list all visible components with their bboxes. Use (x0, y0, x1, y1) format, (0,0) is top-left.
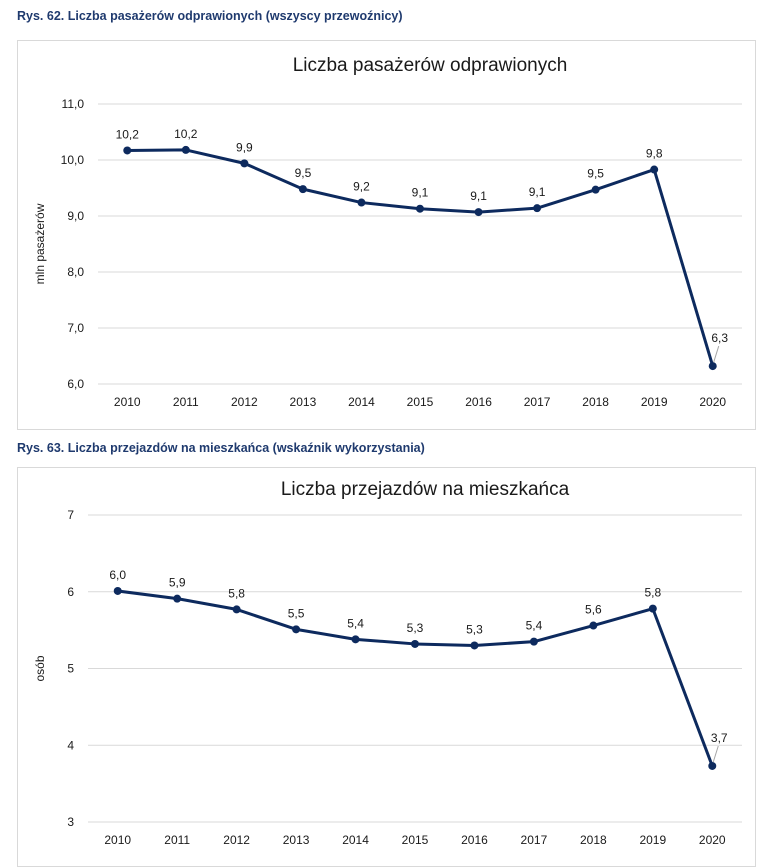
data-point (240, 159, 249, 168)
x-tick-label: 2010 (104, 833, 131, 847)
x-tick-label: 2017 (524, 395, 551, 409)
series-line (117, 589, 714, 767)
data-point (232, 605, 241, 614)
y-tick-label: 5 (67, 662, 74, 676)
x-tick-label: 2020 (699, 833, 726, 847)
y-tick-label: 9,0 (67, 209, 84, 223)
y-tick-label: 7 (67, 508, 74, 522)
chart-passengers: Liczba pasażerów odprawionych 6,0 7,0 8,0 9,… (17, 40, 756, 430)
x-tick-label: 2014 (342, 833, 369, 847)
data-label: 5,9 (169, 576, 186, 590)
y-tick-label: 4 (67, 738, 74, 752)
y-tick-label: 7,0 (67, 321, 84, 335)
data-point (357, 198, 366, 207)
y-tick-label: 6 (67, 585, 74, 599)
data-label: 5,5 (288, 606, 305, 620)
y-axis-title: osób (33, 655, 47, 681)
data-label: 5,8 (644, 586, 661, 600)
data-point (298, 185, 307, 194)
data-point (529, 637, 538, 646)
data-label: 9,5 (587, 167, 604, 181)
data-label: 6,3 (711, 331, 728, 345)
data-label: 5,3 (407, 621, 424, 635)
x-tick-label: 2019 (641, 395, 668, 409)
x-tick-label: 2011 (164, 833, 190, 847)
data-point (708, 761, 717, 770)
x-tick-label: 2013 (283, 833, 310, 847)
data-point (173, 594, 182, 603)
x-tick-label: 2011 (173, 395, 199, 409)
data-point (648, 604, 657, 613)
x-tick-label: 2016 (461, 833, 488, 847)
data-point (181, 145, 190, 154)
x-tick-label: 2018 (582, 395, 609, 409)
chart-trips-svg: Liczba przejazdów na mieszkańca 3 4 5 6 7 osób… (33, 479, 742, 847)
x-tick-label: 2019 (639, 833, 666, 847)
x-tick-label: 2012 (231, 395, 258, 409)
x-tick-label: 2016 (465, 395, 492, 409)
x-tick-label: 2010 (114, 395, 141, 409)
x-tick-label: 2013 (290, 395, 317, 409)
data-point (416, 204, 424, 213)
x-tick-label: 2015 (407, 395, 434, 409)
series-line (127, 148, 715, 367)
y-tick-label: 10,0 (61, 153, 85, 167)
data-label: 9,8 (646, 147, 663, 161)
data-label: 6,0 (109, 568, 126, 582)
data-label: 9,2 (353, 180, 370, 194)
data-point (533, 204, 542, 213)
data-label: 9,1 (529, 185, 546, 199)
x-tick-label: 2014 (348, 395, 375, 409)
data-point (292, 625, 301, 634)
y-axis-title: mln pasażerów (33, 203, 47, 284)
chart-title: Liczba przejazdów na mieszkańca (281, 479, 570, 500)
data-label: 5,6 (585, 603, 602, 617)
x-tick-label: 2018 (580, 833, 607, 847)
data-label: 9,5 (295, 166, 312, 180)
y-tick-label: 11,0 (62, 97, 85, 111)
data-point (351, 635, 360, 644)
chart-title: Liczba pasażerów odprawionych (293, 55, 568, 76)
data-label-leader (713, 345, 720, 363)
y-tick-label: 8,0 (67, 265, 84, 279)
data-label: 3,7 (711, 731, 728, 745)
data-label: 10,2 (174, 127, 198, 141)
chart-passengers-svg: Liczba pasażerów odprawionych 6,0 7,0 8,0 9,… (33, 55, 742, 409)
figure-caption-62: Rys. 62. Liczba pasażerów odprawionych (… (17, 9, 403, 23)
x-tick-label: 2020 (699, 395, 726, 409)
data-point (411, 639, 419, 648)
y-tick-label: 3 (67, 815, 74, 829)
data-point (113, 586, 122, 595)
x-tick-label: 2017 (521, 833, 548, 847)
data-label: 5,4 (347, 616, 364, 630)
data-label: 10,2 (116, 127, 140, 141)
data-label: 9,9 (236, 140, 253, 154)
data-label: 9,1 (412, 186, 429, 200)
data-point (708, 362, 717, 371)
x-tick-label: 2015 (402, 833, 429, 847)
data-point (591, 185, 600, 194)
data-point (589, 621, 598, 630)
data-point (123, 146, 132, 155)
data-point (470, 641, 479, 650)
data-point (650, 165, 659, 174)
y-tick-label: 6,0 (67, 377, 84, 391)
data-point (474, 208, 483, 217)
data-label: 5,4 (526, 619, 543, 633)
chart-trips-per-resident: Liczba przejazdów na mieszkańca 3 4 5 6 7 osób… (17, 467, 756, 867)
figure-caption-63: Rys. 63. Liczba przejazdów na mieszkańca… (17, 441, 425, 455)
x-tick-label: 2012 (223, 833, 250, 847)
data-label: 9,1 (470, 189, 487, 203)
data-label: 5,3 (466, 622, 483, 636)
data-label: 5,8 (228, 586, 245, 600)
data-label-leader (712, 745, 719, 763)
